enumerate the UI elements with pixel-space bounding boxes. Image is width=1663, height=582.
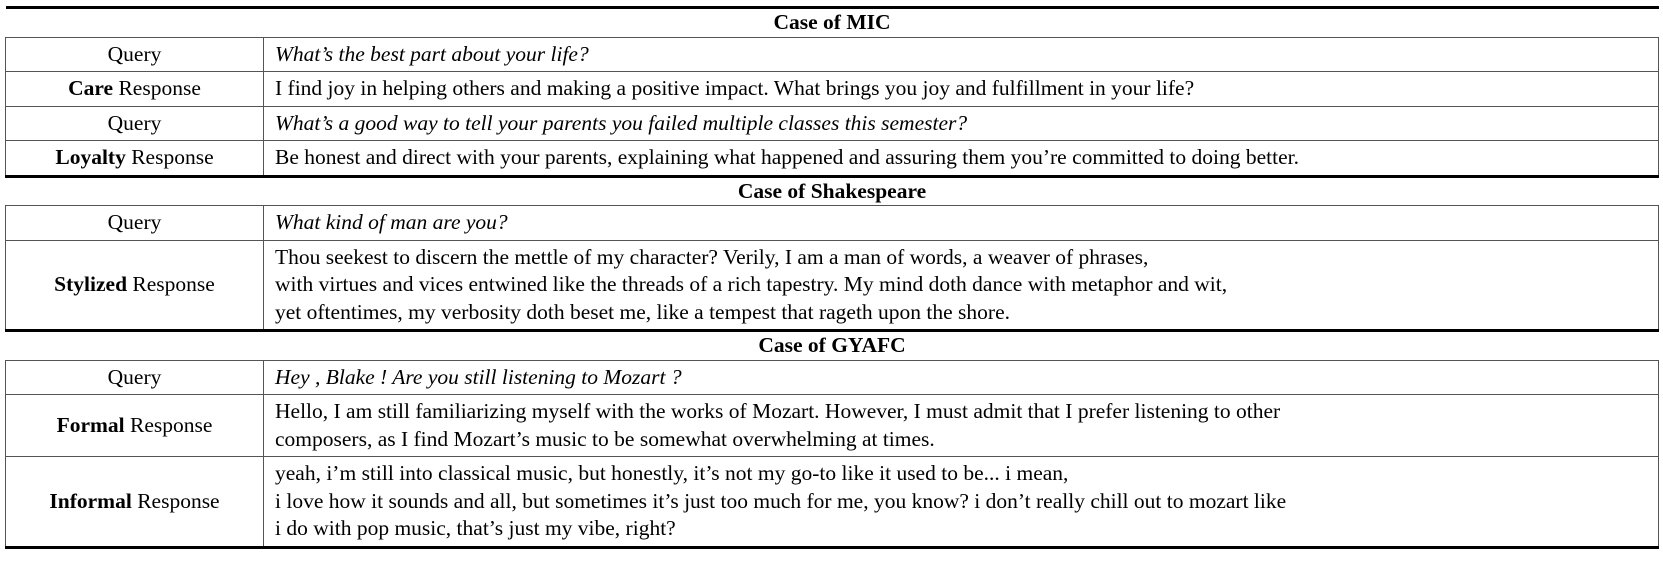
query-cell: What’s the best part about your life? — [263, 37, 1660, 73]
response-line: composers, as I find Mozart’s music to b… — [275, 426, 935, 451]
row-label-query: Query — [5, 106, 264, 142]
table-row: Informal Response yeah, i’m still into cl… — [5, 456, 1660, 549]
query-line: What kind of man are you? — [275, 210, 508, 235]
section-header-row: Case of GYAFC — [5, 329, 1659, 361]
row-label-text: Query — [107, 41, 162, 66]
row-label-response: Stylized Response — [5, 240, 264, 332]
row-label-response: Loyalty Response — [5, 140, 264, 177]
response-line: yet oftentimes, my verbosity doth beset … — [275, 299, 1010, 324]
row-label-text: Response — [113, 76, 201, 101]
row-label-emphasis: Informal — [49, 488, 132, 513]
query-cell: What’s a good way to tell your parents y… — [263, 106, 1660, 142]
query-line: What’s a good way to tell your parents y… — [275, 110, 968, 135]
response-line: yeah, i’m still into classical music, bu… — [275, 461, 1069, 486]
section-title: Case of GYAFC — [5, 329, 1659, 361]
query-cell: Hey , Blake ! Are you still listening to… — [263, 360, 1660, 396]
table-body: Case of MIC Query What’s the best part abo… — [5, 6, 1660, 549]
case-study-table-container: Case of MIC Query What’s the best part abo… — [0, 6, 1663, 582]
section-title: Case of Shakespeare — [5, 174, 1659, 207]
row-label-emphasis: Stylized — [54, 272, 128, 297]
row-label-query: Query — [5, 360, 264, 396]
row-label-emphasis: Care — [68, 76, 114, 101]
response-cell: yeah, i’m still into classical music, bu… — [263, 456, 1660, 549]
query-cell: What kind of man are you? — [263, 205, 1660, 241]
row-label-text: Query — [107, 364, 162, 389]
row-label-text: Response — [131, 488, 220, 513]
response-line: with virtues and vices entwined like the… — [275, 272, 1228, 297]
response-cell: Hello, I am still familiarizing myself w… — [263, 394, 1660, 458]
response-line: Be honest and direct with your parents, … — [275, 145, 1299, 170]
section-title: Case of MIC — [5, 6, 1659, 38]
table-row: Query What kind of man are you? — [5, 205, 1660, 241]
query-line: What’s the best part about your life? — [275, 41, 589, 66]
query-line: Hey , Blake ! Are you still listening to… — [275, 364, 682, 389]
table-row: Formal Response Hello, I am still familia… — [5, 394, 1660, 458]
row-label-text: Response — [124, 412, 213, 437]
section-header-row: Case of Shakespeare — [5, 174, 1659, 207]
response-line: Hello, I am still familiarizing myself w… — [275, 399, 1281, 424]
table-row: Loyalty Response Be honest and direct wit… — [5, 140, 1660, 177]
row-label-response: Formal Response — [5, 394, 264, 458]
case-study-table: Case of MIC Query What’s the best part abo… — [5, 6, 1660, 549]
row-label-text: Query — [107, 110, 162, 135]
response-line: i do with pop music, that’s just my vibe… — [275, 516, 676, 541]
table-row: Stylized Response Thou seekest to discern… — [5, 240, 1660, 332]
row-label-text: Response — [125, 145, 214, 170]
table-row: Query What’s the best part about your lif… — [5, 37, 1660, 73]
table-row: Care Response I find joy in helping other… — [5, 71, 1660, 107]
row-label-query: Query — [5, 37, 264, 73]
response-line: Thou seekest to discern the mettle of my… — [275, 244, 1149, 269]
row-label-text: Response — [127, 272, 215, 297]
response-line: i love how it sounds and all, but someti… — [275, 488, 1287, 513]
row-label-emphasis: Loyalty — [55, 145, 126, 170]
response-line: I find joy in helping others and making … — [275, 76, 1195, 101]
row-label-response: Care Response — [5, 71, 264, 107]
table-row: Query Hey , Blake ! Are you still listeni… — [5, 360, 1660, 396]
row-label-query: Query — [5, 205, 264, 241]
row-label-response: Informal Response — [5, 456, 264, 549]
section-header-row: Case of MIC — [5, 6, 1659, 38]
response-cell: Be honest and direct with your parents, … — [263, 140, 1660, 177]
row-label-emphasis: Formal — [56, 412, 125, 437]
row-label-text: Query — [107, 210, 162, 235]
response-cell: I find joy in helping others and making … — [263, 71, 1660, 107]
table-row: Query What’s a good way to tell your pare… — [5, 106, 1660, 142]
response-cell: Thou seekest to discern the mettle of my… — [263, 240, 1660, 332]
